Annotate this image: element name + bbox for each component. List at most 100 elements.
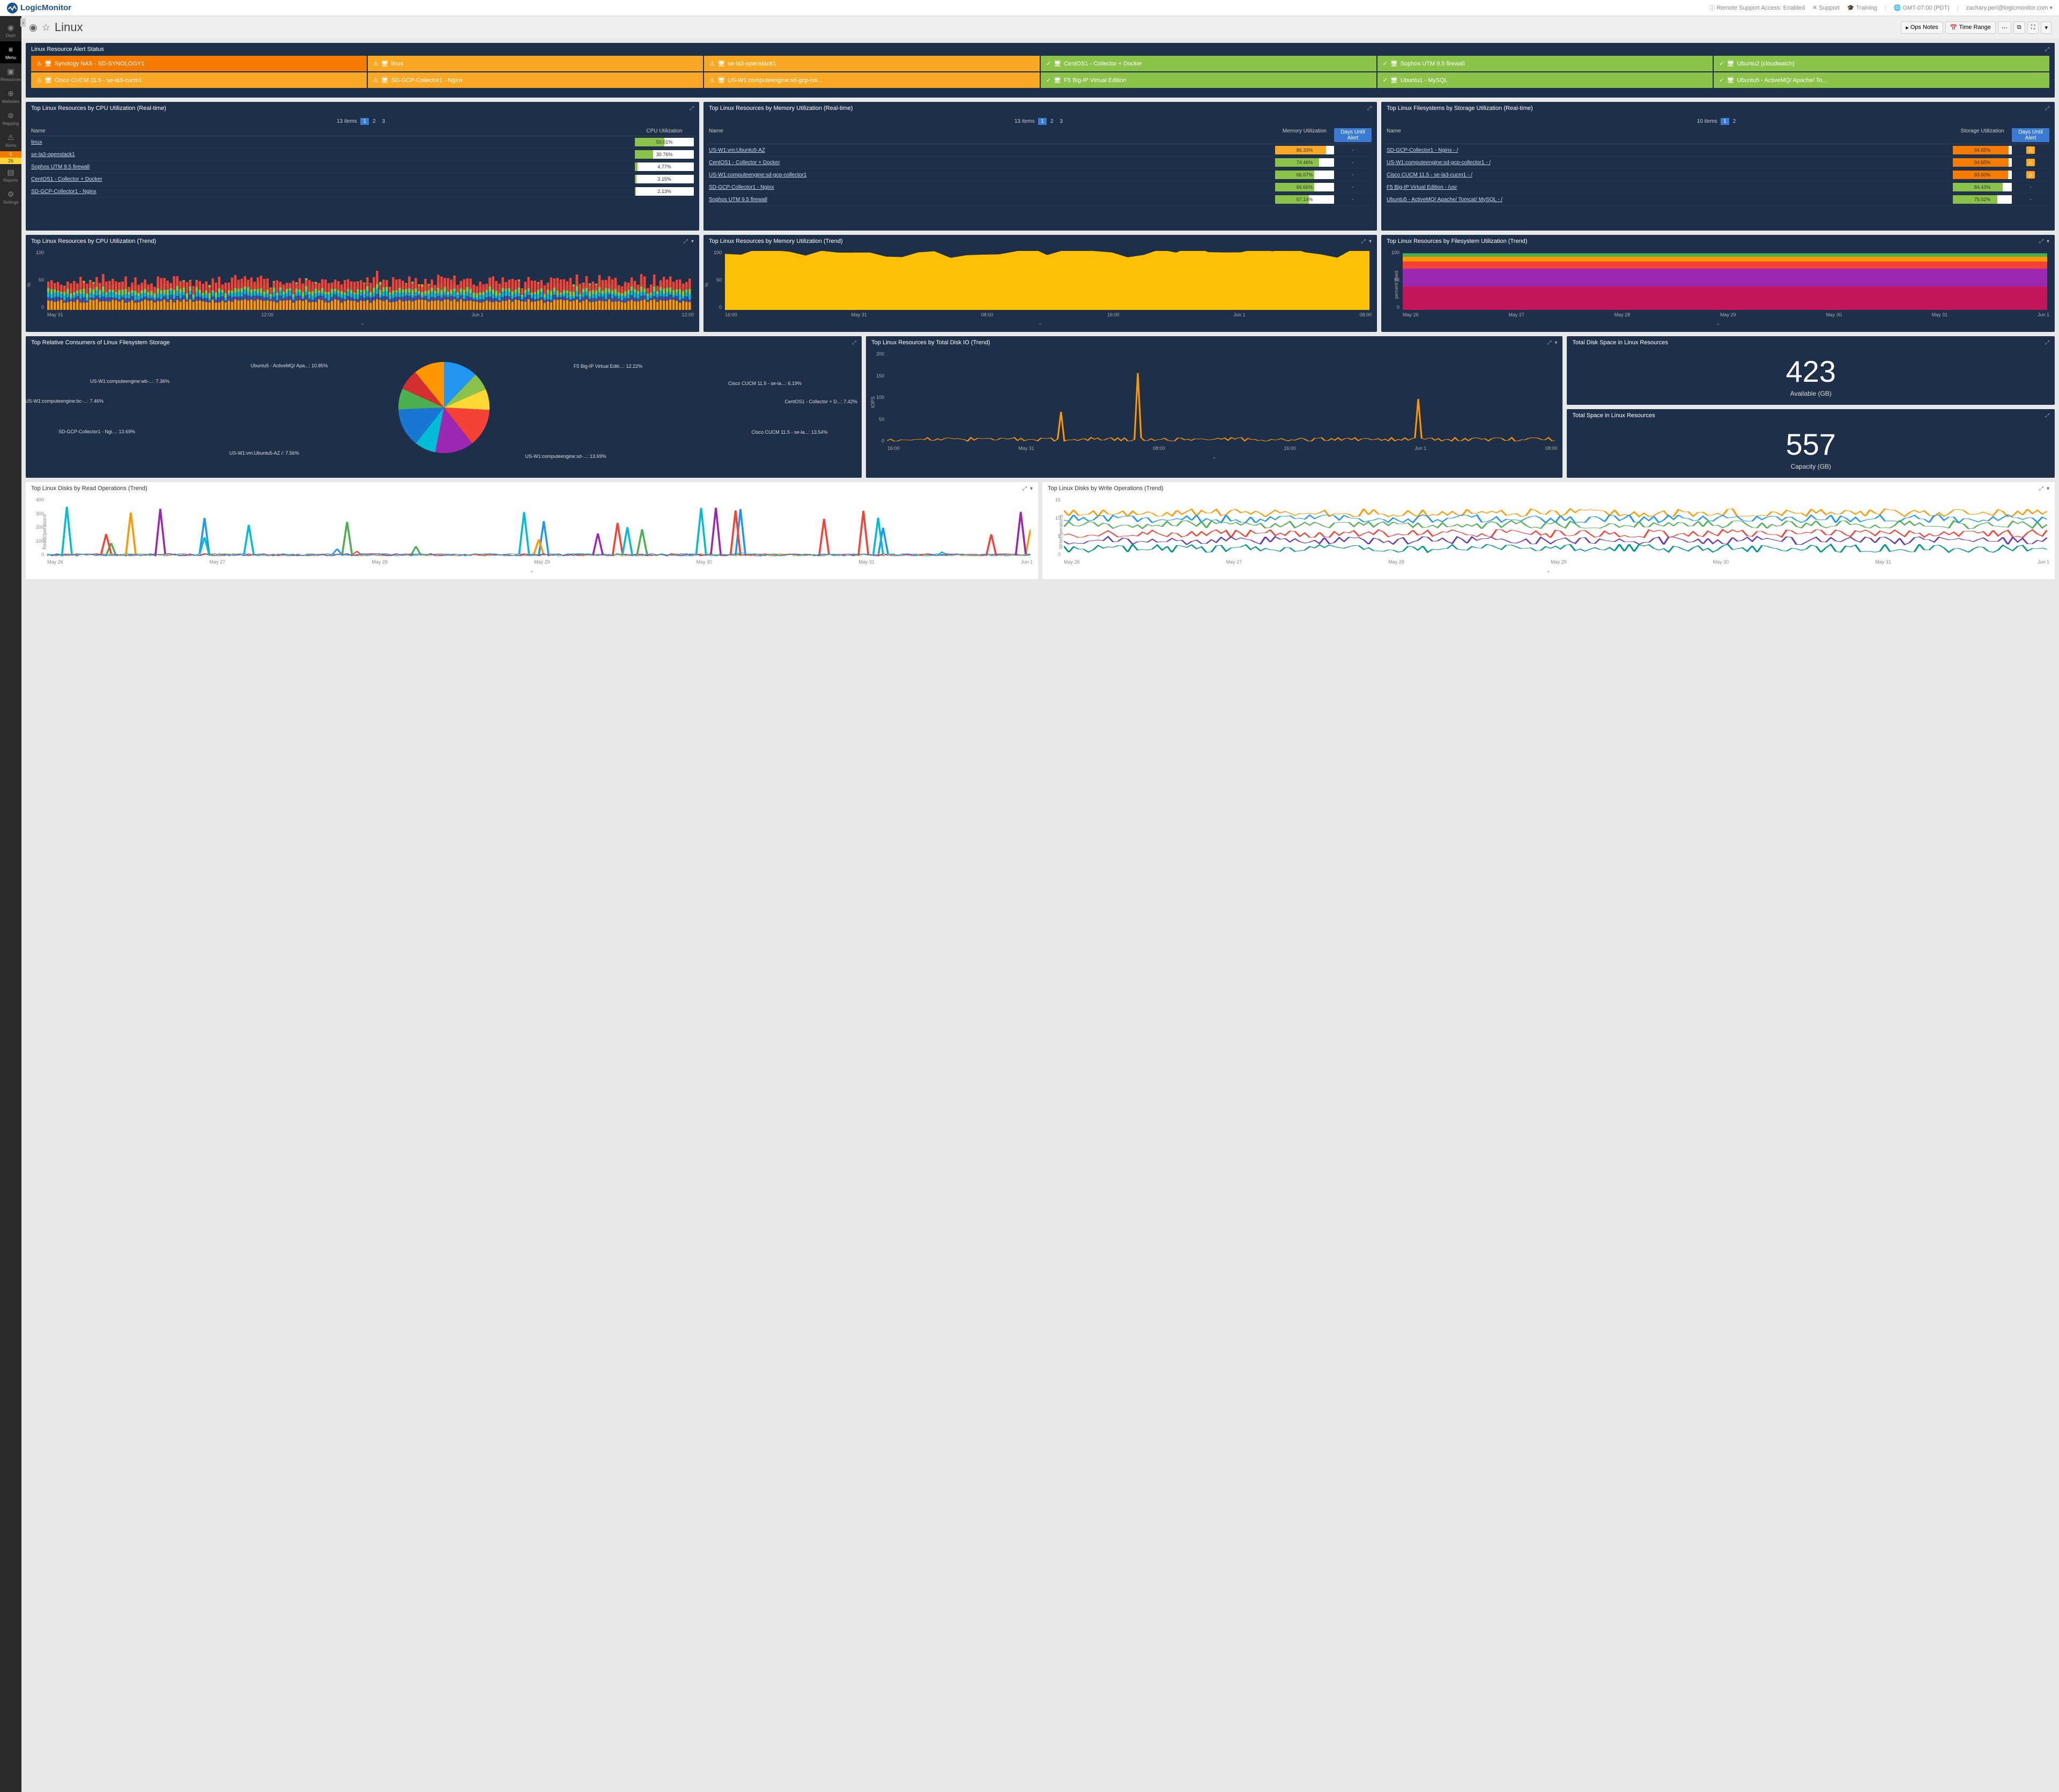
expand-icon[interactable]: ⤢	[1367, 106, 1372, 112]
expand-icon[interactable]: ⤢	[2045, 413, 2049, 419]
alert-cell[interactable]: ⚠🖥Synology NAS - SD-SYNOLOGY1	[31, 56, 367, 71]
resource-link[interactable]: SD-GCP-Collector1 - Nginx - /	[1387, 147, 1953, 153]
capacity-widget: Total Space in Linux Resources⤢ 557Capac…	[1567, 409, 2055, 478]
sidebar-item-reports[interactable]: ▤Reports	[0, 164, 21, 186]
sidebar-item-mapping[interactable]: ⊚Mapping	[0, 107, 21, 129]
sidebar-item-resources[interactable]: ▣Resources	[0, 63, 21, 85]
expand-icon[interactable]: ⤢	[2045, 340, 2049, 346]
resource-link[interactable]: US-W1:computeengine:sd-gcp-collector1 - …	[1387, 160, 1953, 166]
toolbar-menu-button[interactable]: ▾	[2041, 21, 2051, 34]
sidebar-item-websites[interactable]: ⊕Websites	[0, 85, 21, 107]
alert-cell[interactable]: ⚠🖥linux	[368, 56, 703, 71]
alert-cell[interactable]: ⚠🖥Cisco CUCM 11.5 - se-la3-cucm1	[31, 72, 367, 88]
chevron-down-icon[interactable]: ▾	[1369, 239, 1372, 245]
page-button[interactable]: 1	[360, 118, 369, 125]
fullscreen-button[interactable]: ⛶	[2027, 21, 2039, 34]
resource-link[interactable]: Sophos UTM 9.5 firewall	[709, 197, 1275, 203]
utilization-bar: 74.46%	[1275, 158, 1334, 167]
timezone-display[interactable]: 🌐GMT-07:00 (PDT)	[1894, 4, 1950, 11]
page-button[interactable]: 3	[379, 118, 388, 125]
alert-count-badge[interactable]: 26	[0, 158, 21, 164]
chevron-down-icon[interactable]: ▾	[2047, 486, 2049, 492]
resource-link[interactable]: US-W1:computeengine:sd-gcp-collector1	[709, 172, 1275, 178]
user-menu[interactable]: zachary.perl@logicmonitor.com ▾	[1966, 4, 2053, 11]
alert-cell[interactable]: ✓🖥F5 Big-IP Virtual Edition	[1041, 72, 1376, 88]
resource-link[interactable]: linux	[31, 139, 635, 145]
time-range-button[interactable]: 📅 Time Range	[1945, 21, 1996, 34]
server-icon: 🖥	[381, 77, 389, 84]
page-button[interactable]: 3	[1057, 118, 1065, 125]
alert-count-badge[interactable]: 5	[0, 151, 21, 158]
alert-cell-label: Ubuntu5 - ActiveMQ/ Apache/ To...	[1737, 77, 1827, 84]
page-button[interactable]: 2	[1048, 118, 1056, 125]
resource-link[interactable]: SD-GCP-Collector1 - Nginx	[31, 189, 635, 195]
sidebar-item-menu[interactable]: ≡Menu	[0, 41, 21, 63]
chevron-down-icon[interactable]: ▾	[2047, 239, 2049, 245]
support-link[interactable]: ✕Support	[1812, 4, 1840, 11]
brand-logo[interactable]: LogicMonitor	[6, 2, 71, 14]
sidebar-item-alerts[interactable]: ⚠Alerts	[0, 129, 21, 151]
list-item: Sophos UTM 9.5 firewall57.14%-	[709, 194, 1372, 206]
expand-icon[interactable]: ⤢	[2045, 47, 2049, 53]
widget-title: Top Linux Resources by Memory Utilizatio…	[709, 238, 843, 245]
chart-expand-handle[interactable]: ⌄	[31, 320, 694, 327]
alert-cell[interactable]: ✓🖥Ubuntu5 - ActiveMQ/ Apache/ To...	[1714, 72, 2049, 88]
chevron-down-icon[interactable]: ▾	[691, 239, 694, 245]
sidebar-item-dash[interactable]: ◉Dash	[0, 19, 21, 41]
alert-cell[interactable]: ⚠🖥SD-GCP-Collector1 - Nginx	[368, 72, 703, 88]
alert-cell[interactable]: ⚠🖥se-la3-openstack1	[704, 56, 1040, 71]
expand-icon[interactable]: ⤢	[2039, 239, 2043, 245]
alert-cell[interactable]: ✓🖥Sophos UTM 9.5 firewall	[1377, 56, 1713, 71]
expand-icon[interactable]: ⤢	[684, 239, 688, 245]
alert-cell[interactable]: ✓🖥Ubuntu2 (cloudwatch)	[1714, 56, 2049, 71]
page-button[interactable]: 2	[370, 118, 379, 125]
widget-title: Linux Resource Alert Status	[31, 46, 104, 53]
resource-link[interactable]: CentOS1 - Collector + Docker	[31, 176, 635, 182]
alert-cell[interactable]: ⚠🖥US-W1:computeengine:sd-gcp-col...	[704, 72, 1040, 88]
expand-icon[interactable]: ⤢	[2039, 486, 2043, 492]
chevron-down-icon: ▾	[2049, 4, 2053, 11]
resource-link[interactable]: CentOS1 - Collector + Docker	[709, 160, 1275, 166]
expand-icon[interactable]: ⤢	[1547, 340, 1551, 346]
read-ops-widget: Top Linux Disks by Read Operations (Tren…	[26, 482, 1038, 579]
resource-link[interactable]: se-la3-openstack1	[31, 152, 635, 158]
ops-notes-button[interactable]: ▸ Ops Notes	[1901, 21, 1943, 34]
resource-link[interactable]: Sophos UTM 9.5 firewall	[31, 164, 635, 170]
page-button[interactable]: 2	[1730, 118, 1739, 125]
chevron-down-icon[interactable]: ▾	[1554, 340, 1557, 346]
star-icon[interactable]: ☆	[42, 22, 50, 33]
resource-link[interactable]: US-W1:vm:Ubuntu5-AZ	[709, 147, 1275, 153]
sidebar-item-settings[interactable]: ⚙Settings	[0, 186, 21, 208]
chart-expand-handle[interactable]: ⌄	[1387, 320, 2049, 327]
expand-icon[interactable]: ⤢	[690, 106, 694, 112]
training-link[interactable]: 🎓Training	[1847, 4, 1877, 11]
days-until-alert: ⚠	[2012, 159, 2049, 166]
warning-icon: ⚠	[2026, 146, 2035, 154]
chevron-down-icon[interactable]: ▾	[1030, 486, 1033, 492]
expand-icon[interactable]: ⤢	[1023, 486, 1027, 492]
resource-link[interactable]: Ubuntu5 - ActiveMQ/ Apache/ Tomcat/ MySQ…	[1387, 197, 1953, 203]
warning-icon: ⚠	[709, 77, 715, 84]
resource-link[interactable]: F5 Big-IP Virtual Edition - /usr	[1387, 184, 1953, 190]
alert-cell[interactable]: ✓🖥CentOS1 - Collector + Docker	[1041, 56, 1376, 71]
days-until-alert: -	[1334, 184, 1372, 190]
resource-link[interactable]: Cisco CUCM 11.5 - se-la3-cucm1 - /	[1387, 172, 1953, 178]
sidebar-item-label: Alerts	[5, 143, 16, 148]
resource-link[interactable]: SD-GCP-Collector1 - Nginx	[709, 184, 1275, 190]
expand-icon[interactable]: ⤢	[852, 340, 856, 346]
alert-cell[interactable]: ✓🖥Ubuntu1 - MySQL	[1377, 72, 1713, 88]
sidebar-item-icon: ⚙	[6, 189, 16, 199]
chart-expand-handle[interactable]: ⌄	[709, 320, 1372, 327]
chart-expand-handle[interactable]: ⌄	[871, 453, 1557, 460]
chart-expand-handle[interactable]: ⌄	[31, 567, 1033, 574]
toolbar-btn-2[interactable]: ⧉	[2013, 21, 2025, 34]
sidebar-expand-toggle[interactable]: ›	[20, 18, 26, 27]
toolbar-btn-1[interactable]: ⋯	[1998, 21, 2011, 34]
expand-icon[interactable]: ⤢	[1361, 239, 1366, 245]
expand-icon[interactable]: ⤢	[2045, 106, 2049, 112]
chart-expand-handle[interactable]: ⌄	[1048, 567, 2049, 574]
remote-support-status[interactable]: ⓘRemote Support Access: Enabled	[1709, 4, 1805, 12]
available-value: 423	[1567, 357, 2055, 387]
page-button[interactable]: 1	[1721, 118, 1729, 125]
page-button[interactable]: 1	[1038, 118, 1047, 125]
